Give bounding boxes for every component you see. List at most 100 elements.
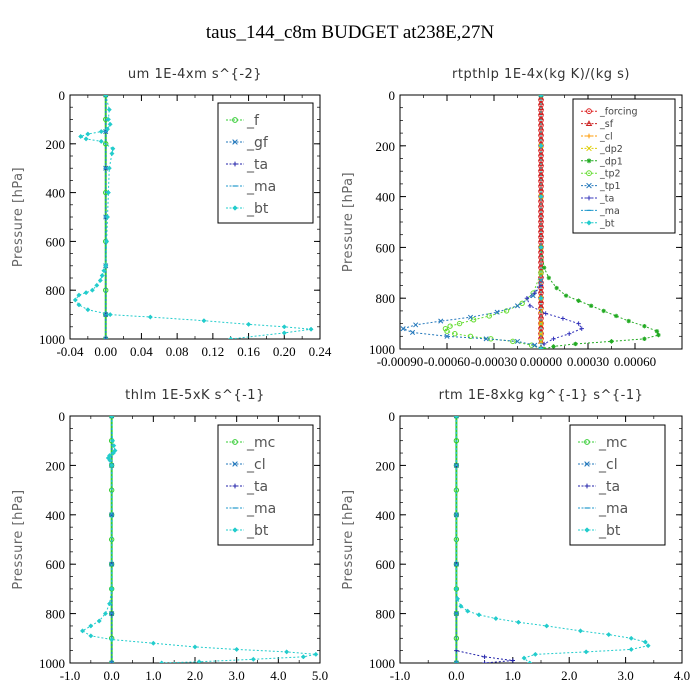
x-tick-label: 0.16 [237, 344, 260, 359]
data-point-bt [102, 611, 108, 617]
data-point-bt [109, 636, 115, 643]
legend: _f _gf _ta _ma _bt [217, 102, 314, 224]
y-tick-label: 0 [59, 88, 66, 103]
data-point-cl [453, 416, 459, 419]
legend: _forcing_sf _cl_dp2_dp1 _tp2_tp1 _ta_ma_bt [572, 98, 676, 234]
data-point-ta [541, 341, 547, 347]
data-point-bt [107, 601, 113, 607]
panel-title: thlm 1E-5xK s^{-1} [125, 388, 265, 403]
y-tick-label: 200 [376, 139, 396, 154]
legend-marker-gf [232, 139, 238, 145]
x-tick-label: -1.0 [390, 668, 411, 683]
legend-label-mc: _mc [598, 435, 627, 451]
data-point-bt [538, 95, 544, 98]
data-point-tp2 [528, 342, 535, 348]
data-point-dp2 [538, 338, 544, 344]
legend-box [217, 424, 314, 546]
data-point-tp1 [538, 95, 544, 98]
data-point-bt [105, 116, 111, 122]
data-point-forcing [538, 112, 544, 119]
data-point-bt [606, 632, 612, 638]
data-point-bt [493, 615, 499, 622]
y-tick-label: 600 [376, 240, 396, 255]
data-point-bt [109, 416, 115, 419]
x-tick-label: -0.04 [56, 344, 84, 359]
legend-box [572, 98, 676, 234]
x-tick-label: -0.00060 [424, 354, 471, 369]
data-point-dp1 [573, 341, 578, 347]
data-point-ta [551, 336, 556, 342]
data-point-bt [228, 336, 234, 339]
data-point-gf [103, 95, 109, 98]
data-point-bt [79, 628, 86, 634]
data-point-sf [537, 200, 545, 207]
data-point-bt [454, 596, 461, 602]
data-point-bt [103, 263, 109, 269]
panel-title: rtpthlp 1E-4x(kg K)/(kg s) [452, 67, 630, 82]
x-tick-label: 2.0 [561, 668, 577, 683]
data-point-ta [560, 316, 566, 321]
data-point-dp1 [656, 332, 661, 338]
legend-box [569, 424, 666, 546]
data-point-bt [76, 292, 82, 298]
series-line-tp2 [444, 95, 542, 349]
panel-rtm: rtm 1E-8xkg kg^{-1} s^{-1} Pressure [hPa]… [341, 388, 690, 683]
data-point-bt [97, 277, 103, 283]
data-point-dp1 [601, 308, 606, 314]
data-point-dp1 [654, 329, 660, 334]
data-point-bt [281, 330, 287, 336]
data-point-bt [538, 194, 544, 200]
legend-marker-dp1 [586, 158, 592, 164]
legend-label-tp1: _tp1 [599, 181, 621, 192]
data-point-tp2 [447, 323, 453, 329]
x-tick-label: 0.0 [448, 668, 464, 683]
legend-label-ma: _ma [246, 179, 276, 195]
legend-label-ta: _ta [598, 479, 620, 495]
legend-marker-sf [585, 120, 593, 127]
y-tick-label: 800 [376, 607, 396, 622]
legend-marker-ta [586, 195, 592, 201]
data-point-bt [628, 646, 634, 652]
data-point-sf [537, 129, 545, 136]
data-point-sf [537, 256, 545, 263]
legend-label-bt: _bt [246, 523, 269, 539]
x-tick-label: 3.0 [617, 668, 633, 683]
data-point-tp1 [438, 318, 444, 324]
x-tick-label: 1.0 [505, 668, 521, 683]
data-point-dp1 [541, 265, 547, 270]
data-point-bt [521, 655, 527, 661]
data-point-bt [196, 659, 202, 663]
y-tick-label: 200 [46, 458, 66, 473]
data-point-bt [107, 312, 113, 318]
data-point-ta [579, 326, 584, 331]
figure-title: taus_144_c8m BUDGET at238E,27N [206, 22, 495, 43]
data-point-cl [109, 416, 115, 419]
data-point-bt [150, 640, 156, 646]
x-tick-label: 2.0 [187, 668, 203, 683]
legend-marker-cl [584, 461, 590, 467]
data-point-bt [110, 146, 116, 152]
data-point-forcing [538, 300, 544, 306]
data-point-bt [201, 318, 207, 324]
data-point-tp1 [409, 329, 416, 336]
panel-title: um 1E-4xm s^{-2} [128, 67, 262, 82]
data-point-tp2 [470, 317, 477, 323]
data-point-sf [537, 185, 545, 192]
legend-label-ma: _ma [246, 501, 276, 517]
y-axis-label: Pressure [hPa] [341, 172, 356, 272]
legend-marker-cl [232, 461, 238, 467]
x-tick-label: -0.00090 [377, 354, 424, 369]
y-tick-label: 600 [46, 234, 66, 249]
legend-marker-bt [232, 205, 238, 211]
data-point-bt [105, 190, 111, 196]
data-point-dp1 [546, 275, 552, 281]
data-point-bt [250, 656, 256, 662]
data-point-tp1 [514, 338, 521, 344]
data-point-bt [246, 321, 252, 327]
legend-label-gf: _gf [246, 135, 269, 151]
data-point-ta [103, 336, 108, 339]
y-tick-label: 400 [46, 186, 66, 201]
data-point-bt [458, 603, 464, 609]
legend-label-dp2: _dp2 [599, 144, 623, 155]
legend-box [217, 102, 314, 224]
